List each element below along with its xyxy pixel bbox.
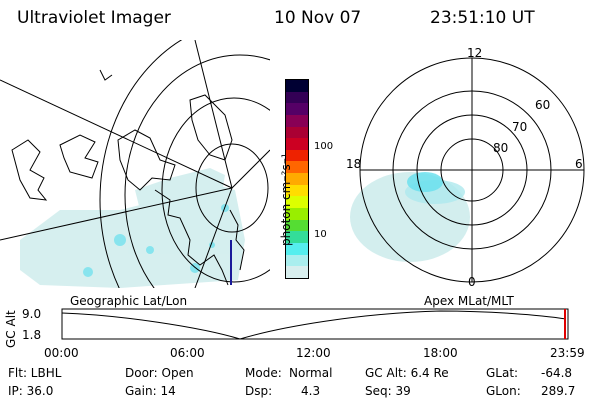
polar-grid bbox=[359, 57, 585, 283]
coastlines bbox=[11, 69, 245, 286]
colorbar bbox=[285, 79, 309, 279]
lat-label-70: 70 bbox=[512, 120, 528, 134]
altitude-timeline bbox=[61, 308, 569, 340]
polar-plot-label: Apex MLat/MLT bbox=[424, 294, 514, 308]
colorbar-swatch bbox=[286, 114, 308, 127]
colorbar-swatch bbox=[286, 138, 308, 150]
dsp-value: 4.3 bbox=[301, 384, 321, 398]
dsp-label: Dsp: bbox=[245, 384, 273, 398]
colorbar-tick-100: 100 bbox=[314, 141, 334, 152]
timeline-axis-label: GC Alt bbox=[4, 310, 18, 348]
colorbar-swatch bbox=[286, 149, 308, 162]
colorbar-swatch bbox=[286, 91, 308, 104]
colorbar-swatch bbox=[286, 184, 308, 197]
colorbar-swatch bbox=[286, 208, 308, 220]
colorbar-swatch bbox=[286, 103, 308, 115]
glon-value: 289.7 bbox=[541, 384, 576, 398]
mlt-label-0: 0 bbox=[468, 275, 476, 289]
door-info: Door: Open bbox=[125, 366, 194, 380]
filter-info: Flt: LBHL bbox=[8, 366, 62, 380]
mode-label: Mode: bbox=[245, 366, 282, 380]
timeline-ytick-low: 1.8 bbox=[22, 328, 42, 342]
lat-label-60: 60 bbox=[535, 98, 551, 112]
colorbar-swatch bbox=[286, 254, 308, 267]
glat-label: GLat: bbox=[486, 366, 519, 380]
gain-info: Gain: 14 bbox=[125, 384, 176, 398]
ip-info: IP: 36.0 bbox=[8, 384, 54, 398]
time-label: 23:51:10 UT bbox=[430, 8, 535, 28]
timeline-xtick-0600: 06:00 bbox=[170, 346, 205, 360]
timeline-xtick-1200: 12:00 bbox=[296, 346, 331, 360]
lat-lon-grid bbox=[0, 40, 270, 288]
colorbar-swatch bbox=[286, 161, 308, 174]
polar-mlt-plot bbox=[350, 57, 585, 283]
altitude-curve bbox=[61, 310, 567, 340]
timeline-xtick-0000: 00:00 bbox=[44, 346, 79, 360]
timeline-xtick-2359: 23:59 bbox=[550, 346, 585, 360]
colorbar-swatch bbox=[286, 266, 308, 278]
gc-alt-info: GC Alt: 6.4 Re bbox=[365, 366, 449, 380]
polar-uv-emission bbox=[350, 172, 470, 262]
glon-label: GLon: bbox=[486, 384, 521, 398]
mlt-label-18: 18 bbox=[346, 157, 362, 171]
colorbar-swatch bbox=[286, 242, 308, 255]
colorbar-swatch bbox=[286, 219, 308, 232]
colorbar-tick-10: 10 bbox=[314, 229, 327, 240]
timeline-xtick-1800: 18:00 bbox=[423, 346, 458, 360]
colorbar-swatch bbox=[286, 80, 308, 92]
mode-value: Normal bbox=[289, 366, 333, 380]
mlt-label-12: 12 bbox=[467, 46, 483, 60]
geo-map-label: Geographic Lat/Lon bbox=[70, 294, 188, 308]
glat-value: -64.8 bbox=[541, 366, 573, 380]
colorbar-swatch bbox=[286, 231, 308, 243]
seq-info: Seq: 39 bbox=[365, 384, 411, 398]
mlt-label-6: 6 bbox=[575, 157, 583, 171]
colorbar-swatch bbox=[286, 126, 308, 139]
colorbar-unit-label: photon cm⁻²s⁻¹ bbox=[279, 153, 293, 246]
lat-label-80: 80 bbox=[493, 141, 509, 155]
timeline-ytick-high: 9.0 bbox=[22, 307, 42, 321]
colorbar-swatch bbox=[286, 196, 308, 209]
geographic-map bbox=[0, 40, 270, 288]
colorbar-swatch bbox=[286, 173, 308, 185]
date-label: 10 Nov 07 bbox=[274, 8, 362, 28]
instrument-title: Ultraviolet Imager bbox=[17, 8, 171, 28]
